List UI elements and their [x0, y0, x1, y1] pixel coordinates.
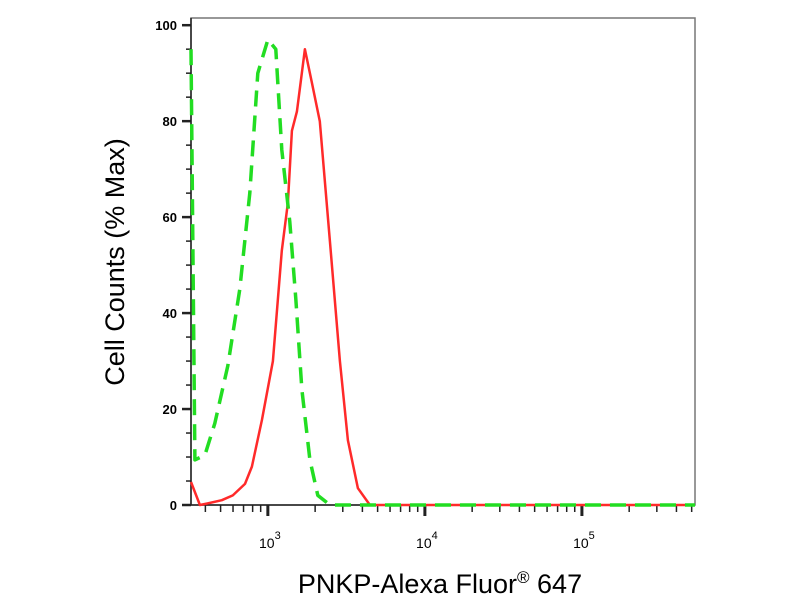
series-line-control-dashed [189, 37, 695, 507]
plot-border [190, 17, 696, 506]
x-tick-label: 105 [573, 530, 595, 551]
y-axis-label: Cell Counts (% Max) [100, 138, 130, 386]
y-tick-label: 60 [163, 210, 177, 225]
y-tick-label: 40 [163, 306, 177, 321]
series-line-sample-solid [189, 47, 695, 507]
x-axis-label-sup: ® [517, 568, 530, 587]
x-tick-label: 104 [416, 530, 438, 551]
plot-frame [190, 17, 696, 506]
y-tick-label: 0 [170, 498, 177, 513]
y-axis: 0 20 40 60 80 100 [155, 18, 191, 513]
series-group [189, 37, 695, 507]
x-axis-label-suffix: 647 [537, 569, 582, 599]
y-tick-label: 80 [163, 114, 177, 129]
y-tick-label: 100 [155, 18, 177, 33]
x-axis-label-main: PNKP-Alexa Fluor [298, 569, 517, 599]
x-axis: 103 104 105 [204, 505, 693, 551]
x-axis-label: PNKP-Alexa Fluor® 647 [298, 568, 582, 599]
x-tick-label: 103 [259, 530, 281, 551]
y-tick-label: 20 [163, 402, 177, 417]
